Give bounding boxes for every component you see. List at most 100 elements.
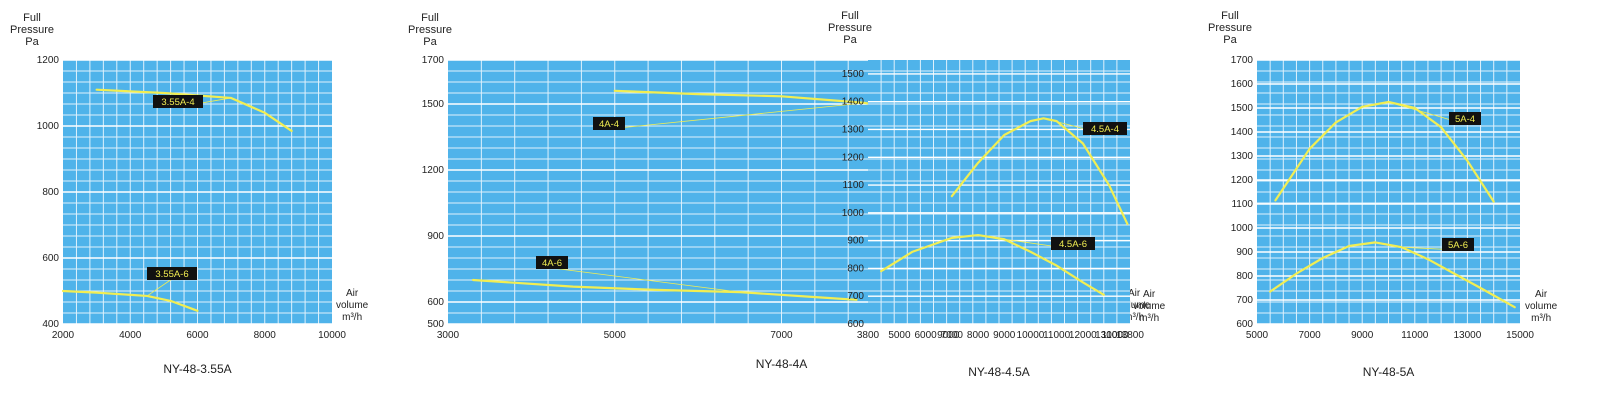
chart-panel-2: Full Pressure Pa Air volume m³/h NY-48-4A 500 60… <box>400 0 1150 403</box>
y-tick-label: 1100 <box>842 180 864 191</box>
x-tick-label: 11000 <box>1401 330 1429 341</box>
y-tick-label: 1300 <box>1231 151 1254 162</box>
x-tick-label: 3800 <box>857 330 880 341</box>
x-tick-label: 9000 <box>993 330 1016 341</box>
y-tick-label: 1000 <box>37 121 60 132</box>
x-tick-label: 10000 <box>318 330 346 341</box>
x-tick-label: 9000 <box>937 330 960 341</box>
x-tick-label: 2000 <box>52 330 75 341</box>
y-axis-label-line: Pressure <box>408 24 453 36</box>
series-label: 5A-6 <box>1448 240 1468 251</box>
y-tick-label: 1200 <box>1231 175 1254 186</box>
x-tick-label: 12000 <box>1069 330 1097 341</box>
x-tick-label: 7000 <box>1298 330 1321 341</box>
y-tick-label: 1700 <box>1231 55 1254 66</box>
x-axis-label-line: m³/h <box>1139 313 1160 324</box>
y-axis-label: Full Pressure Pa <box>828 10 872 46</box>
y-tick-label: 700 <box>1236 295 1253 306</box>
chart-svg: 600 700 800 900 1000 1100 1200 1300 1400 1500 3800… <box>842 60 1144 341</box>
y-tick-label: 900 <box>1236 247 1253 258</box>
series-leader-line <box>551 267 740 293</box>
series-label-box <box>1083 122 1127 135</box>
y-tick-label: 800 <box>847 263 864 274</box>
y-axis-label-line: Pa <box>1223 34 1237 46</box>
x-tick-label: 8000 <box>254 330 277 341</box>
x-axis-label-line: volume <box>1133 301 1166 312</box>
series-label: 4.5A-4 <box>1091 124 1119 135</box>
y-tick-label: 1000 <box>842 208 865 219</box>
x-tick-label: 13000 <box>1453 330 1481 341</box>
y-tick-label: 800 <box>1236 271 1253 282</box>
x-axis-label-line: Air <box>1143 289 1156 300</box>
series-label: 4A-4 <box>599 119 619 130</box>
y-axis-label: Full Pressure Pa <box>408 12 452 48</box>
chart-svg: 400 600 800 1000 1200 2000 4000 6000 8000 10000 3.… <box>37 55 347 341</box>
series-label-box <box>1442 238 1474 251</box>
series-label: 5A-4 <box>1455 114 1475 125</box>
y-tick-label: 1400 <box>842 97 865 108</box>
series-label: 3.55A-4 <box>161 97 194 108</box>
x-axis-label-line: volume <box>1525 301 1558 312</box>
x-axis-label-line: m³/h <box>1124 312 1145 323</box>
series-label-box <box>536 256 568 269</box>
y-tick-label: 1200 <box>37 55 60 66</box>
series-label-box <box>153 95 203 108</box>
y-tick-label: 600 <box>42 253 59 264</box>
chart-panel-3: Full Pressure Pa Air volume m³/h NY-48-4.5A 600… <box>810 0 1200 403</box>
x-axis-label-line: Air <box>346 288 359 299</box>
y-axis-label-line: Pa <box>25 36 39 48</box>
x-tick-label: 11000 <box>1043 330 1071 341</box>
series-line <box>879 233 1105 296</box>
y-tick-label: 1200 <box>842 152 865 163</box>
y-tick-label: 1500 <box>1231 103 1254 114</box>
y-tick-label: 1600 <box>1231 79 1254 90</box>
series-label-box <box>1449 112 1481 125</box>
y-tick-label: 600 <box>1236 319 1253 330</box>
chart-svg: 600 700 800 900 1000 1100 1200 1300 1400 1500 1600… <box>1231 55 1535 341</box>
y-tick-label: 1400 <box>1231 127 1254 138</box>
x-tick-label: 13000 <box>1095 330 1123 341</box>
y-tick-label: 1500 <box>422 99 445 110</box>
series-label: 4A-6 <box>542 258 562 269</box>
x-axis-label: Air volume m³/h <box>1525 289 1557 325</box>
x-tick-label: 8000 <box>967 330 990 341</box>
chart-panel-1: Full Pressure Pa Air volume m³/h NY-48-3.55A 40… <box>0 0 380 403</box>
series-leader-line <box>146 278 173 297</box>
x-axis-label-line: m³/h <box>1531 313 1552 324</box>
y-tick-label: 900 <box>427 231 444 242</box>
series-label-box <box>147 267 197 280</box>
x-tick-label: 15000 <box>1506 330 1534 341</box>
series-label: 4.5A-6 <box>1059 239 1087 250</box>
chart-title: NY-48-4.5A <box>968 365 1030 379</box>
y-tick-label: 500 <box>427 319 444 330</box>
series-line <box>471 278 858 301</box>
y-tick-label: 1500 <box>842 69 865 80</box>
x-axis-label-line: Air <box>1128 288 1141 299</box>
x-tick-label: 11000 <box>1101 330 1129 341</box>
x-tick-label: 5000 <box>888 330 911 341</box>
y-tick-label: 1300 <box>842 124 865 135</box>
chart-title: NY-48-3.55A <box>163 362 232 376</box>
y-tick-label: 1100 <box>1231 199 1253 210</box>
x-axis-label: Air volume m³/h <box>1133 289 1165 325</box>
y-tick-label: 1000 <box>1231 223 1254 234</box>
x-tick-label: 13800 <box>1116 330 1144 341</box>
x-axis-label: Air volume m³/h <box>1118 288 1150 324</box>
x-tick-label: 3000 <box>437 330 460 341</box>
x-axis-label-line: Air <box>1535 289 1548 300</box>
y-tick-label: 1700 <box>422 55 445 66</box>
y-tick-label: 700 <box>847 291 864 302</box>
y-tick-label: 800 <box>42 187 59 198</box>
series-label-box <box>593 117 625 130</box>
series-label: 3.55A-6 <box>155 269 188 280</box>
x-tick-label: 10000 <box>1017 330 1045 341</box>
x-tick-label: 7000 <box>941 330 964 341</box>
x-tick-label: 9000 <box>1351 330 1374 341</box>
chart-title: NY-48-4A <box>755 357 808 371</box>
series-label-box <box>1051 237 1095 250</box>
y-axis-label-line: Pressure <box>828 22 873 34</box>
y-axis-label-line: Pressure <box>1208 22 1253 34</box>
chart-title: NY-48-5A <box>1362 365 1415 379</box>
y-axis-label: Full Pressure Pa <box>10 12 54 48</box>
